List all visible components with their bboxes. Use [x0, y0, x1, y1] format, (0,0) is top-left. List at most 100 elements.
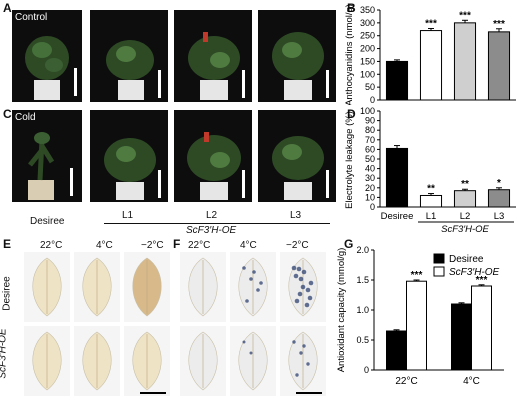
label-oe: ScF3′H-OE	[186, 225, 237, 236]
y-tick-label: 0.5	[356, 335, 369, 345]
plant-graphic	[272, 136, 324, 200]
stain-spot	[299, 351, 303, 355]
x-tick-label: 4°C	[463, 376, 480, 387]
y-tick-label: 1.0	[356, 305, 369, 315]
y-tick-label: 2.0	[356, 245, 369, 255]
photo-cold-l1	[90, 110, 168, 202]
y-tick-label: 90	[365, 116, 375, 126]
bar	[487, 31, 511, 101]
photo-control-l1	[90, 10, 168, 102]
panel-letter-a: A	[3, 1, 12, 15]
stain-spot	[295, 373, 299, 377]
label-l2: L2	[206, 210, 218, 221]
y-tick-label: 50	[365, 154, 375, 164]
scale-bar	[70, 168, 73, 196]
photo-control-l3	[258, 10, 336, 102]
y-tick-label: 20	[365, 183, 375, 193]
y-tick-label: 100	[360, 69, 375, 79]
y-tick-label: 100	[360, 106, 375, 116]
y-tick-label: 200	[360, 44, 375, 54]
bar	[385, 147, 409, 208]
stain-spot	[252, 270, 256, 274]
leaves-e	[24, 252, 170, 396]
plant-graphic	[187, 132, 241, 200]
scale-bar	[242, 70, 245, 98]
stain-spot	[259, 281, 263, 285]
panel-letter-e: E	[3, 237, 12, 251]
x-tick-label: Desiree	[381, 211, 414, 222]
bar	[386, 330, 407, 371]
plant-graphic	[104, 138, 156, 200]
panel-letter-g: G	[344, 237, 354, 251]
y-tick-label: 60	[365, 144, 375, 154]
y-tick-label: 0	[370, 95, 375, 105]
scale-bar	[158, 70, 161, 98]
y-tick-label: 350	[360, 5, 375, 15]
temp-f-m2: −2°C	[286, 240, 309, 251]
plant-graphic	[28, 132, 55, 200]
row-label-e-oe: ScF3′H-OE	[0, 328, 9, 379]
stain-spot	[294, 298, 300, 304]
stain-spot	[305, 287, 311, 293]
bar	[419, 30, 443, 101]
temp-e-22: 22°C	[40, 240, 63, 251]
stain-spot	[306, 362, 310, 366]
significance-label: **	[427, 184, 435, 195]
y-tick-label: 250	[360, 31, 375, 41]
panel-letter-b: B	[347, 1, 356, 15]
x-tick-label: L2	[460, 211, 471, 222]
significance-label: ***	[459, 10, 471, 21]
legend-label: ScF3′H-OE	[449, 267, 500, 278]
leaves-f	[180, 252, 326, 396]
scale-bar	[326, 70, 329, 98]
chart-g: 0 0.5 1.0 1.5 2.0 Antioxidant capacity (mmol/…	[336, 245, 504, 387]
significance-label: ***	[411, 270, 423, 281]
panel-letter-f: F	[173, 237, 181, 251]
x-tick-label: L1	[426, 211, 437, 222]
label-l3: L3	[290, 210, 302, 221]
panel-letter-c: C	[3, 107, 12, 121]
scale-bar	[326, 170, 329, 198]
oe-bracket-line	[104, 223, 330, 224]
bar	[453, 22, 477, 101]
significance-label: ***	[493, 19, 505, 30]
significance-label: ***	[425, 19, 437, 30]
y-axis-label: Electrolyte leakage (%)	[344, 111, 355, 209]
y-tick-label: 40	[365, 164, 375, 174]
x-tick-label: 22°C	[395, 376, 417, 387]
legend-label: Desiree	[449, 254, 484, 265]
group-label: ScF3′H-OE	[441, 224, 489, 235]
stain-spot	[291, 265, 297, 271]
bar	[453, 190, 477, 208]
legend-swatch	[433, 266, 445, 277]
stain-spot	[249, 277, 253, 281]
stain-spot	[307, 295, 313, 301]
stain-spot	[293, 273, 299, 279]
significance-label: *	[497, 178, 501, 189]
y-tick-label: 300	[360, 18, 375, 28]
significance-label: **	[461, 179, 469, 190]
temp-e-4: 4°C	[96, 240, 113, 251]
bar	[385, 60, 409, 101]
photo-control-desiree: Control	[12, 10, 82, 102]
cold-label: Cold	[15, 112, 36, 123]
plant-graphic	[106, 40, 154, 100]
y-tick-label: 80	[365, 125, 375, 135]
bar	[471, 285, 492, 371]
stain-spot	[245, 299, 249, 303]
stain-spot	[292, 340, 296, 344]
photo-cold-desiree: Cold	[12, 110, 82, 202]
scale-bar	[242, 170, 245, 198]
bar	[487, 189, 511, 208]
significance-label: ***	[476, 275, 488, 286]
temp-e-m2: −2°C	[141, 240, 164, 251]
y-tick-label: 10	[365, 192, 375, 202]
stain-spot	[297, 291, 303, 297]
stain-spot	[296, 266, 302, 272]
stain-spot	[302, 344, 306, 348]
panel-letter-d: D	[347, 107, 356, 121]
y-tick-label: 1.5	[356, 275, 369, 285]
stain-spot	[249, 351, 253, 355]
stain-spot	[308, 280, 314, 286]
legend-swatch	[433, 253, 445, 264]
